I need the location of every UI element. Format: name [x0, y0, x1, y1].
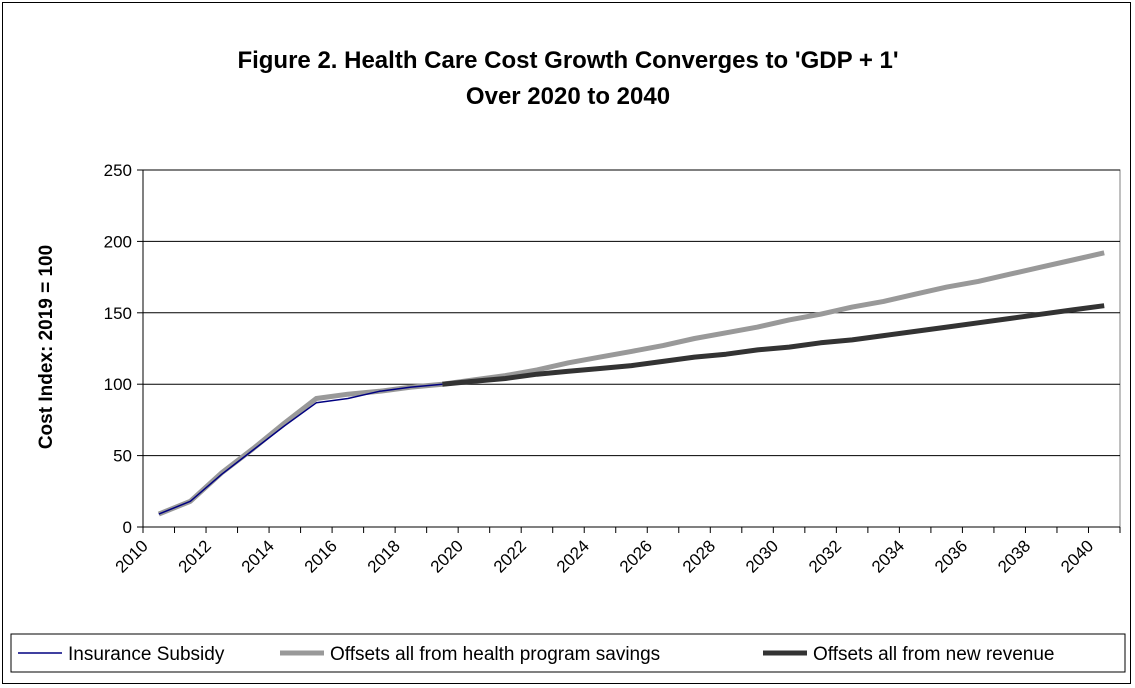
x-tick-label: 2016: [301, 536, 341, 576]
series-line-3: [442, 303, 1105, 387]
plot-background: [142, 169, 1121, 528]
legend-label-1: Insurance Subsidy: [68, 644, 225, 665]
y-tick-label: 0: [123, 518, 132, 537]
x-tick-label: 2022: [490, 536, 530, 576]
x-tick-label: 2020: [427, 536, 467, 576]
x-tick-label: 2034: [868, 536, 908, 576]
x-tick-label: 2026: [616, 536, 656, 576]
y-tick-label: 150: [104, 304, 132, 323]
y-axis-label: Cost Index: 2019 = 100: [36, 245, 57, 449]
legend-label-2: Offsets all from health program savings: [330, 644, 660, 665]
chart-title-line-1: Figure 2. Health Care Cost Growth Conver…: [237, 47, 898, 74]
x-tick-label: 2040: [1057, 536, 1097, 576]
x-tick-label: 2010: [112, 536, 152, 576]
x-tick-label: 2012: [175, 536, 215, 576]
y-tick-label: 100: [104, 375, 132, 394]
legend-box: [10, 633, 1126, 673]
y-tick-label: 250: [104, 161, 132, 180]
x-tick-label: 2014: [238, 536, 278, 576]
series-line-2: [157, 250, 1105, 517]
chart-title-line-2: Over 2020 to 2040: [466, 83, 670, 110]
series-line-1: [158, 383, 443, 515]
y-axis: 0 50 100 150 200 250: [104, 161, 144, 537]
x-tick-label: 2018: [364, 536, 404, 576]
x-tick-label: 2028: [679, 536, 719, 576]
series-lines: [157, 250, 1105, 517]
legend-label-3: Offsets all from new revenue: [813, 644, 1054, 665]
y-tick-label: 50: [113, 447, 132, 466]
legend: Insurance Subsidy Offsets all from health…: [10, 633, 1126, 673]
x-axis: 2010 2012 2014 2016 2018 2020 2022 2024 2026 2028…: [112, 526, 1121, 577]
x-tick-label: 2032: [805, 536, 845, 576]
plot-area: [142, 169, 1121, 528]
x-tick-label: 2036: [931, 536, 971, 576]
y-tick-label: 200: [104, 232, 132, 251]
x-tick-label: 2030: [742, 536, 782, 576]
x-tick-label: 2024: [553, 536, 593, 576]
x-tick-label: 2038: [994, 536, 1034, 576]
